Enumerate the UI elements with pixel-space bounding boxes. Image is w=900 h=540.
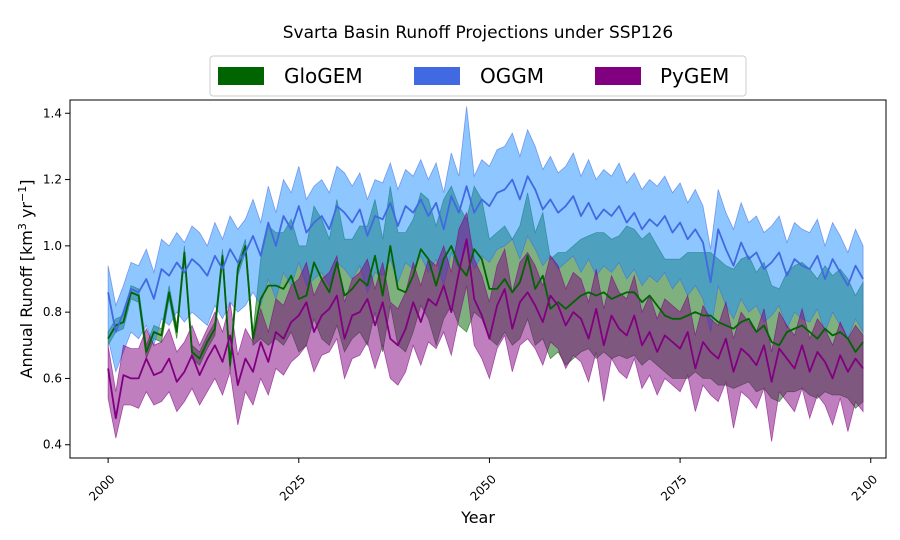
x-tick-label: 2075 [658,472,689,503]
y-axis-title-sup2: −1 [16,186,29,202]
legend-swatch-pygem [595,67,641,85]
y-tick-label: 0.8 [43,305,62,319]
plot-frame [69,99,887,459]
x-tick-label: 2100 [849,472,880,503]
y-axis-title-main: Annual Runoff [km [17,230,36,378]
line-glogem [107,245,864,367]
y-tick-label: 0.6 [43,371,62,385]
y-axis-title: Annual Runoff [km3 yr−1] [16,180,36,379]
x-axis-title: Year [460,508,495,527]
y-tick-label: 1.4 [43,106,62,120]
x-tick-label: 2000 [86,472,117,503]
legend: GloGEM OGGM PyGEM [209,55,747,97]
legend-label-oggm: OGGM [480,64,544,88]
line-oggm [107,175,864,333]
y-axis-title-sup1: 3 [16,223,29,230]
line-pygem [107,238,864,420]
median-lines [107,175,864,420]
x-axis: 2000 2025 2050 2075 2100 [86,458,880,504]
y-tick-label: 0.4 [43,438,62,452]
legend-swatch-glogem [218,67,264,85]
x-tick-label: 2050 [467,472,498,503]
legend-label-glogem: GloGEM [284,64,363,88]
legend-swatch-oggm [414,67,460,85]
y-axis-title-end: ] [17,180,36,186]
y-tick-label: 1.2 [43,173,62,187]
y-axis: 0.4 0.6 0.8 1.0 1.2 1.4 [43,106,70,452]
y-axis-title-mid: yr [17,202,36,224]
band-oggm [107,106,864,374]
legend-label-pygem: PyGEM [660,64,729,88]
legend-frame [209,55,747,97]
y-tick-label: 1.0 [43,239,62,253]
chart-title: Svarta Basin Runoff Projections under SS… [283,23,674,43]
x-tick-label: 2025 [277,472,308,503]
